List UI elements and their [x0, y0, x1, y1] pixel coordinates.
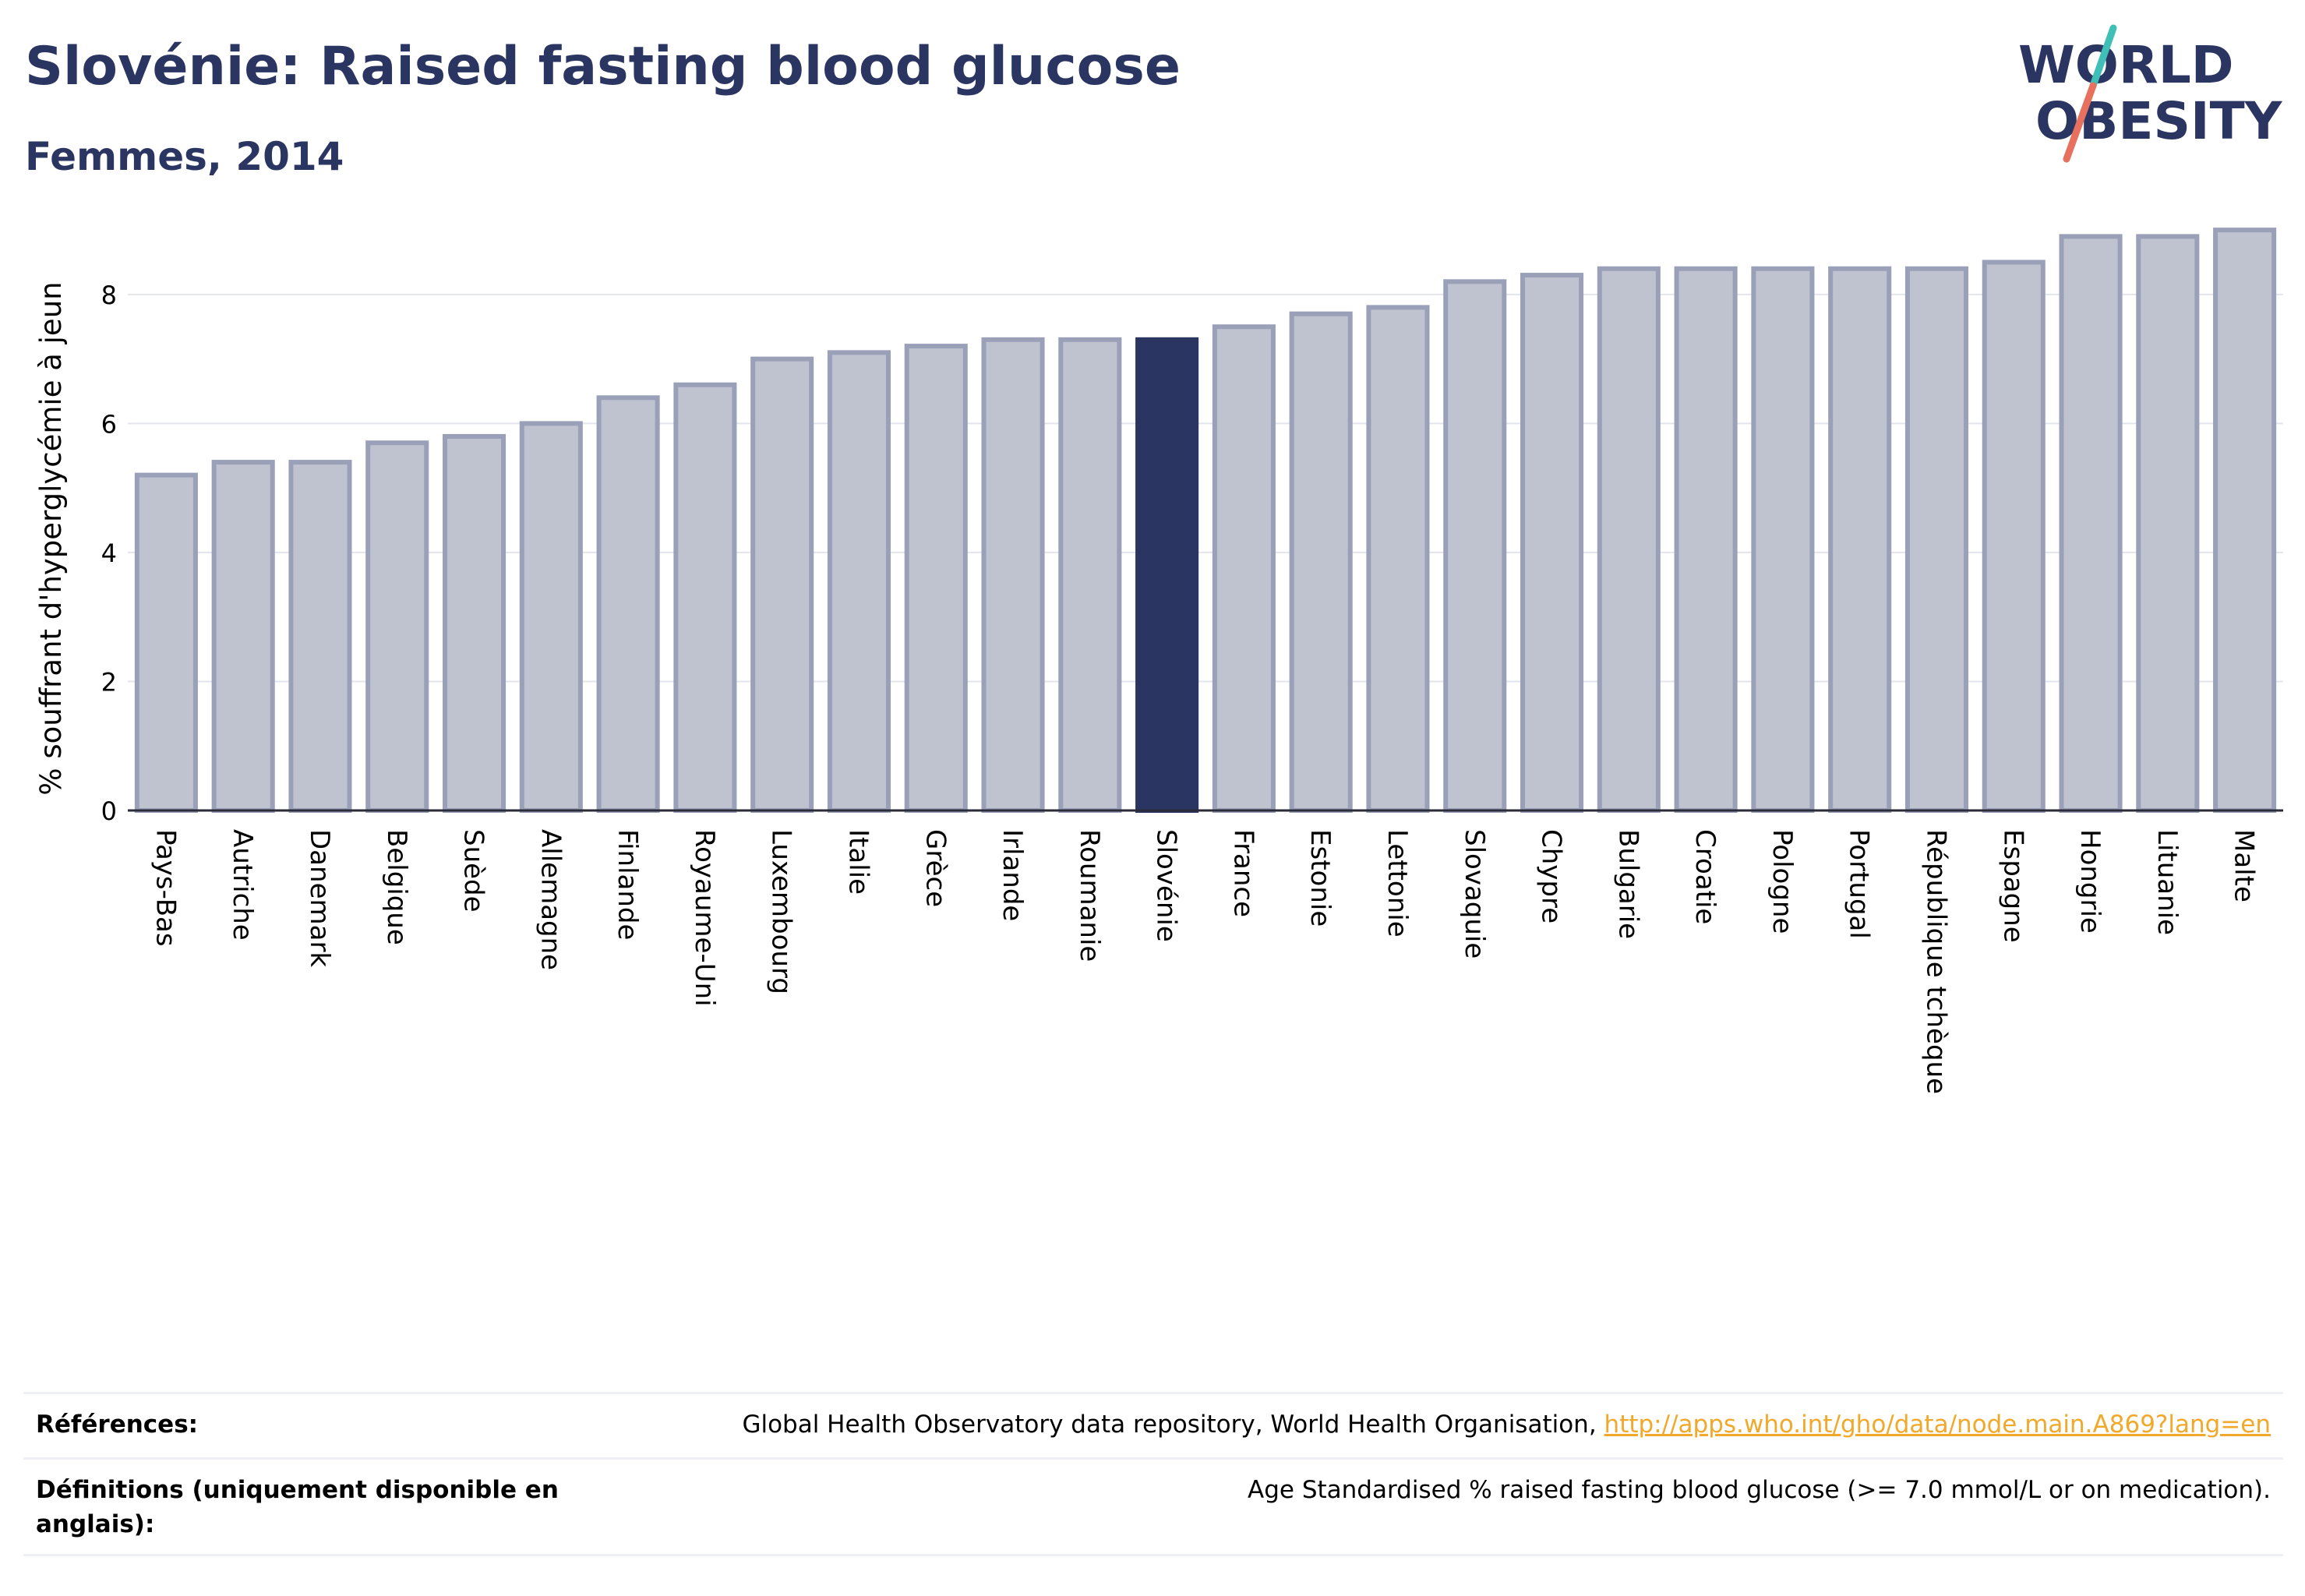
x-tick-label: Royaume-Uni — [689, 829, 720, 1007]
x-tick-label: Finlande — [612, 829, 643, 940]
x-tick-label: Lettonie — [1382, 829, 1413, 937]
x-tick-label: Irlande — [997, 829, 1028, 921]
x-tick-label: Bulgarie — [1612, 829, 1643, 939]
x-tick-label: Portugal — [1844, 829, 1875, 939]
x-tick-label: République tchèque — [1920, 829, 1951, 1094]
footer-divider — [23, 1554, 2283, 1556]
bar — [673, 382, 737, 813]
footer-divider — [23, 1457, 2283, 1460]
bar — [1212, 324, 1276, 813]
bar — [134, 472, 198, 813]
logo-line-1: WORLD — [2018, 35, 2234, 95]
bar — [1597, 266, 1661, 814]
bar — [1366, 305, 1430, 813]
references-value: Global Health Observatory data repositor… — [742, 1407, 2271, 1442]
chart-title: Slovénie: Raised fasting blood glucose — [25, 36, 1181, 97]
x-tick-label: Danemark — [304, 829, 335, 967]
bar — [1751, 266, 1815, 814]
bar — [1289, 311, 1353, 813]
x-tick-label: Croatie — [1689, 829, 1721, 924]
bar — [1828, 266, 1892, 814]
bar — [519, 421, 583, 813]
x-tick-label: Malte — [2229, 829, 2260, 902]
bar — [211, 460, 275, 813]
x-tick-label: Italie — [842, 829, 874, 895]
x-tick-label: Lituanie — [2151, 829, 2183, 935]
x-tick-label: Luxembourg — [766, 829, 797, 994]
bar — [1058, 337, 1122, 813]
definitions-label: Définitions (uniquement disponible en an… — [36, 1476, 559, 1538]
bar-chart: 0 2 4 6 8 % souffrant d'hyperglycémie à jeun P… — [34, 228, 2283, 1094]
bar — [596, 395, 660, 814]
world-obesity-logo: WORLD OBESITY — [2018, 24, 2283, 163]
logo-slash-bottom — [2063, 82, 2097, 163]
x-tick-label: France — [1227, 829, 1258, 917]
bar — [1135, 337, 1199, 813]
definitions-value: Age Standardised % raised fasting blood … — [1248, 1476, 2271, 1504]
references-label: Références: — [36, 1411, 199, 1439]
logo-slash-top — [2089, 24, 2117, 90]
x-tick-label: Chypre — [1536, 829, 1567, 923]
bar — [750, 356, 814, 813]
bar — [442, 433, 507, 813]
bar — [1443, 279, 1507, 813]
x-tick-label: Slovaquie — [1459, 829, 1490, 959]
x-tick-label: Pays-Bas — [150, 829, 181, 947]
y-tick-label: 6 — [101, 409, 117, 439]
references-text: Global Health Observatory data repositor… — [742, 1411, 1604, 1439]
x-tick-label: Suède — [458, 829, 489, 913]
x-tick-label: Pologne — [1767, 829, 1798, 934]
x-tick-label: Estonie — [1304, 829, 1336, 927]
chart-subtitle: Femmes, 2014 — [25, 134, 344, 179]
bar — [2059, 234, 2123, 813]
bar — [2213, 228, 2277, 813]
x-tick-label: Hongrie — [2074, 829, 2106, 934]
y-axis-label: % souffrant d'hyperglycémie à jeun — [34, 281, 68, 795]
bar — [1674, 266, 1738, 814]
bar — [1982, 260, 2046, 813]
bar — [288, 460, 352, 813]
bar — [1904, 266, 1969, 814]
footer-divider — [23, 1392, 2283, 1394]
y-tick-label: 4 — [101, 538, 117, 568]
bar — [365, 440, 429, 814]
x-tick-label: Belgique — [381, 829, 412, 945]
bar — [1520, 273, 1584, 813]
x-tick-label: Autriche — [227, 829, 258, 941]
x-tick-label: Espagne — [1997, 829, 2028, 943]
bar — [981, 337, 1045, 813]
bar — [2136, 234, 2200, 813]
y-tick-label: 0 — [101, 796, 117, 826]
x-tick-label: Roumanie — [1074, 829, 1105, 962]
y-tick-label: 2 — [101, 667, 117, 697]
x-tick-label: Slovénie — [1151, 829, 1182, 942]
bar — [827, 350, 891, 813]
x-tick-label: Allemagne — [535, 829, 566, 970]
references-link[interactable]: http://apps.who.int/gho/data/node.main.A… — [1604, 1411, 2271, 1439]
y-tick-label: 8 — [101, 281, 117, 310]
x-tick-label: Grèce — [920, 829, 951, 907]
bar — [904, 344, 968, 814]
